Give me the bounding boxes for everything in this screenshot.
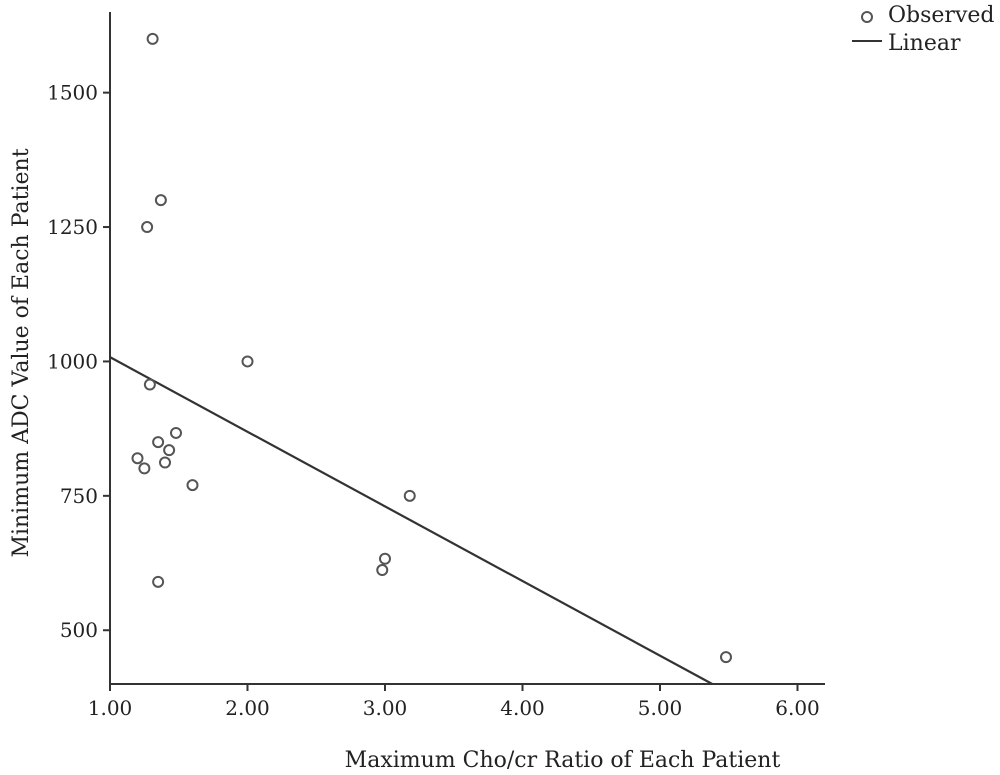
x-axis-title: Maximum Cho/cr Ratio of Each Patient [345, 748, 781, 773]
fit-line-linear [109, 356, 713, 685]
x-tick-label: 3.00 [363, 696, 408, 720]
scatter-point [170, 426, 182, 439]
series-layer [109, 32, 732, 685]
scatter-point [159, 456, 171, 469]
scatter-point [154, 194, 167, 207]
legend-label-linear: Linear [888, 31, 961, 56]
scatter-point [720, 651, 732, 664]
y-tick-label: 1500 [47, 81, 98, 105]
axes [109, 12, 825, 685]
scatter-point [379, 552, 391, 565]
scatter-point [376, 564, 389, 577]
scatter-point [138, 462, 151, 475]
scatter-point [141, 221, 154, 234]
y-tick-label: 500 [60, 618, 98, 642]
scatter-point [241, 355, 254, 368]
scatter-point [152, 436, 165, 449]
legend: Observed Linear [852, 3, 994, 56]
x-tick-label: 1.00 [88, 696, 133, 720]
scatter-point [186, 479, 199, 492]
x-tick-label: 4.00 [500, 696, 545, 720]
y-tick-label: 750 [60, 484, 98, 508]
y-ticks: 500 750 1000 1250 1500 [47, 81, 110, 642]
x-ticks: 1.00 2.00 3.00 4.00 5.00 6.00 [88, 684, 820, 720]
scatter-point [143, 378, 156, 391]
y-axis-title: Minimum ADC Value of Each Patient [9, 148, 34, 557]
scatter-point [152, 575, 165, 588]
y-tick-label: 1000 [47, 349, 98, 373]
scatter-point [146, 32, 159, 45]
legend-marker-observed [861, 11, 873, 23]
x-tick-label: 2.00 [225, 696, 270, 720]
x-tick-label: 6.00 [775, 696, 820, 720]
legend-label-observed: Observed [888, 3, 994, 28]
x-tick-label: 5.00 [638, 696, 683, 720]
scatter-point [131, 452, 144, 465]
scatter-point [403, 489, 416, 502]
scatter-point [163, 444, 176, 457]
y-tick-label: 1250 [47, 215, 98, 239]
